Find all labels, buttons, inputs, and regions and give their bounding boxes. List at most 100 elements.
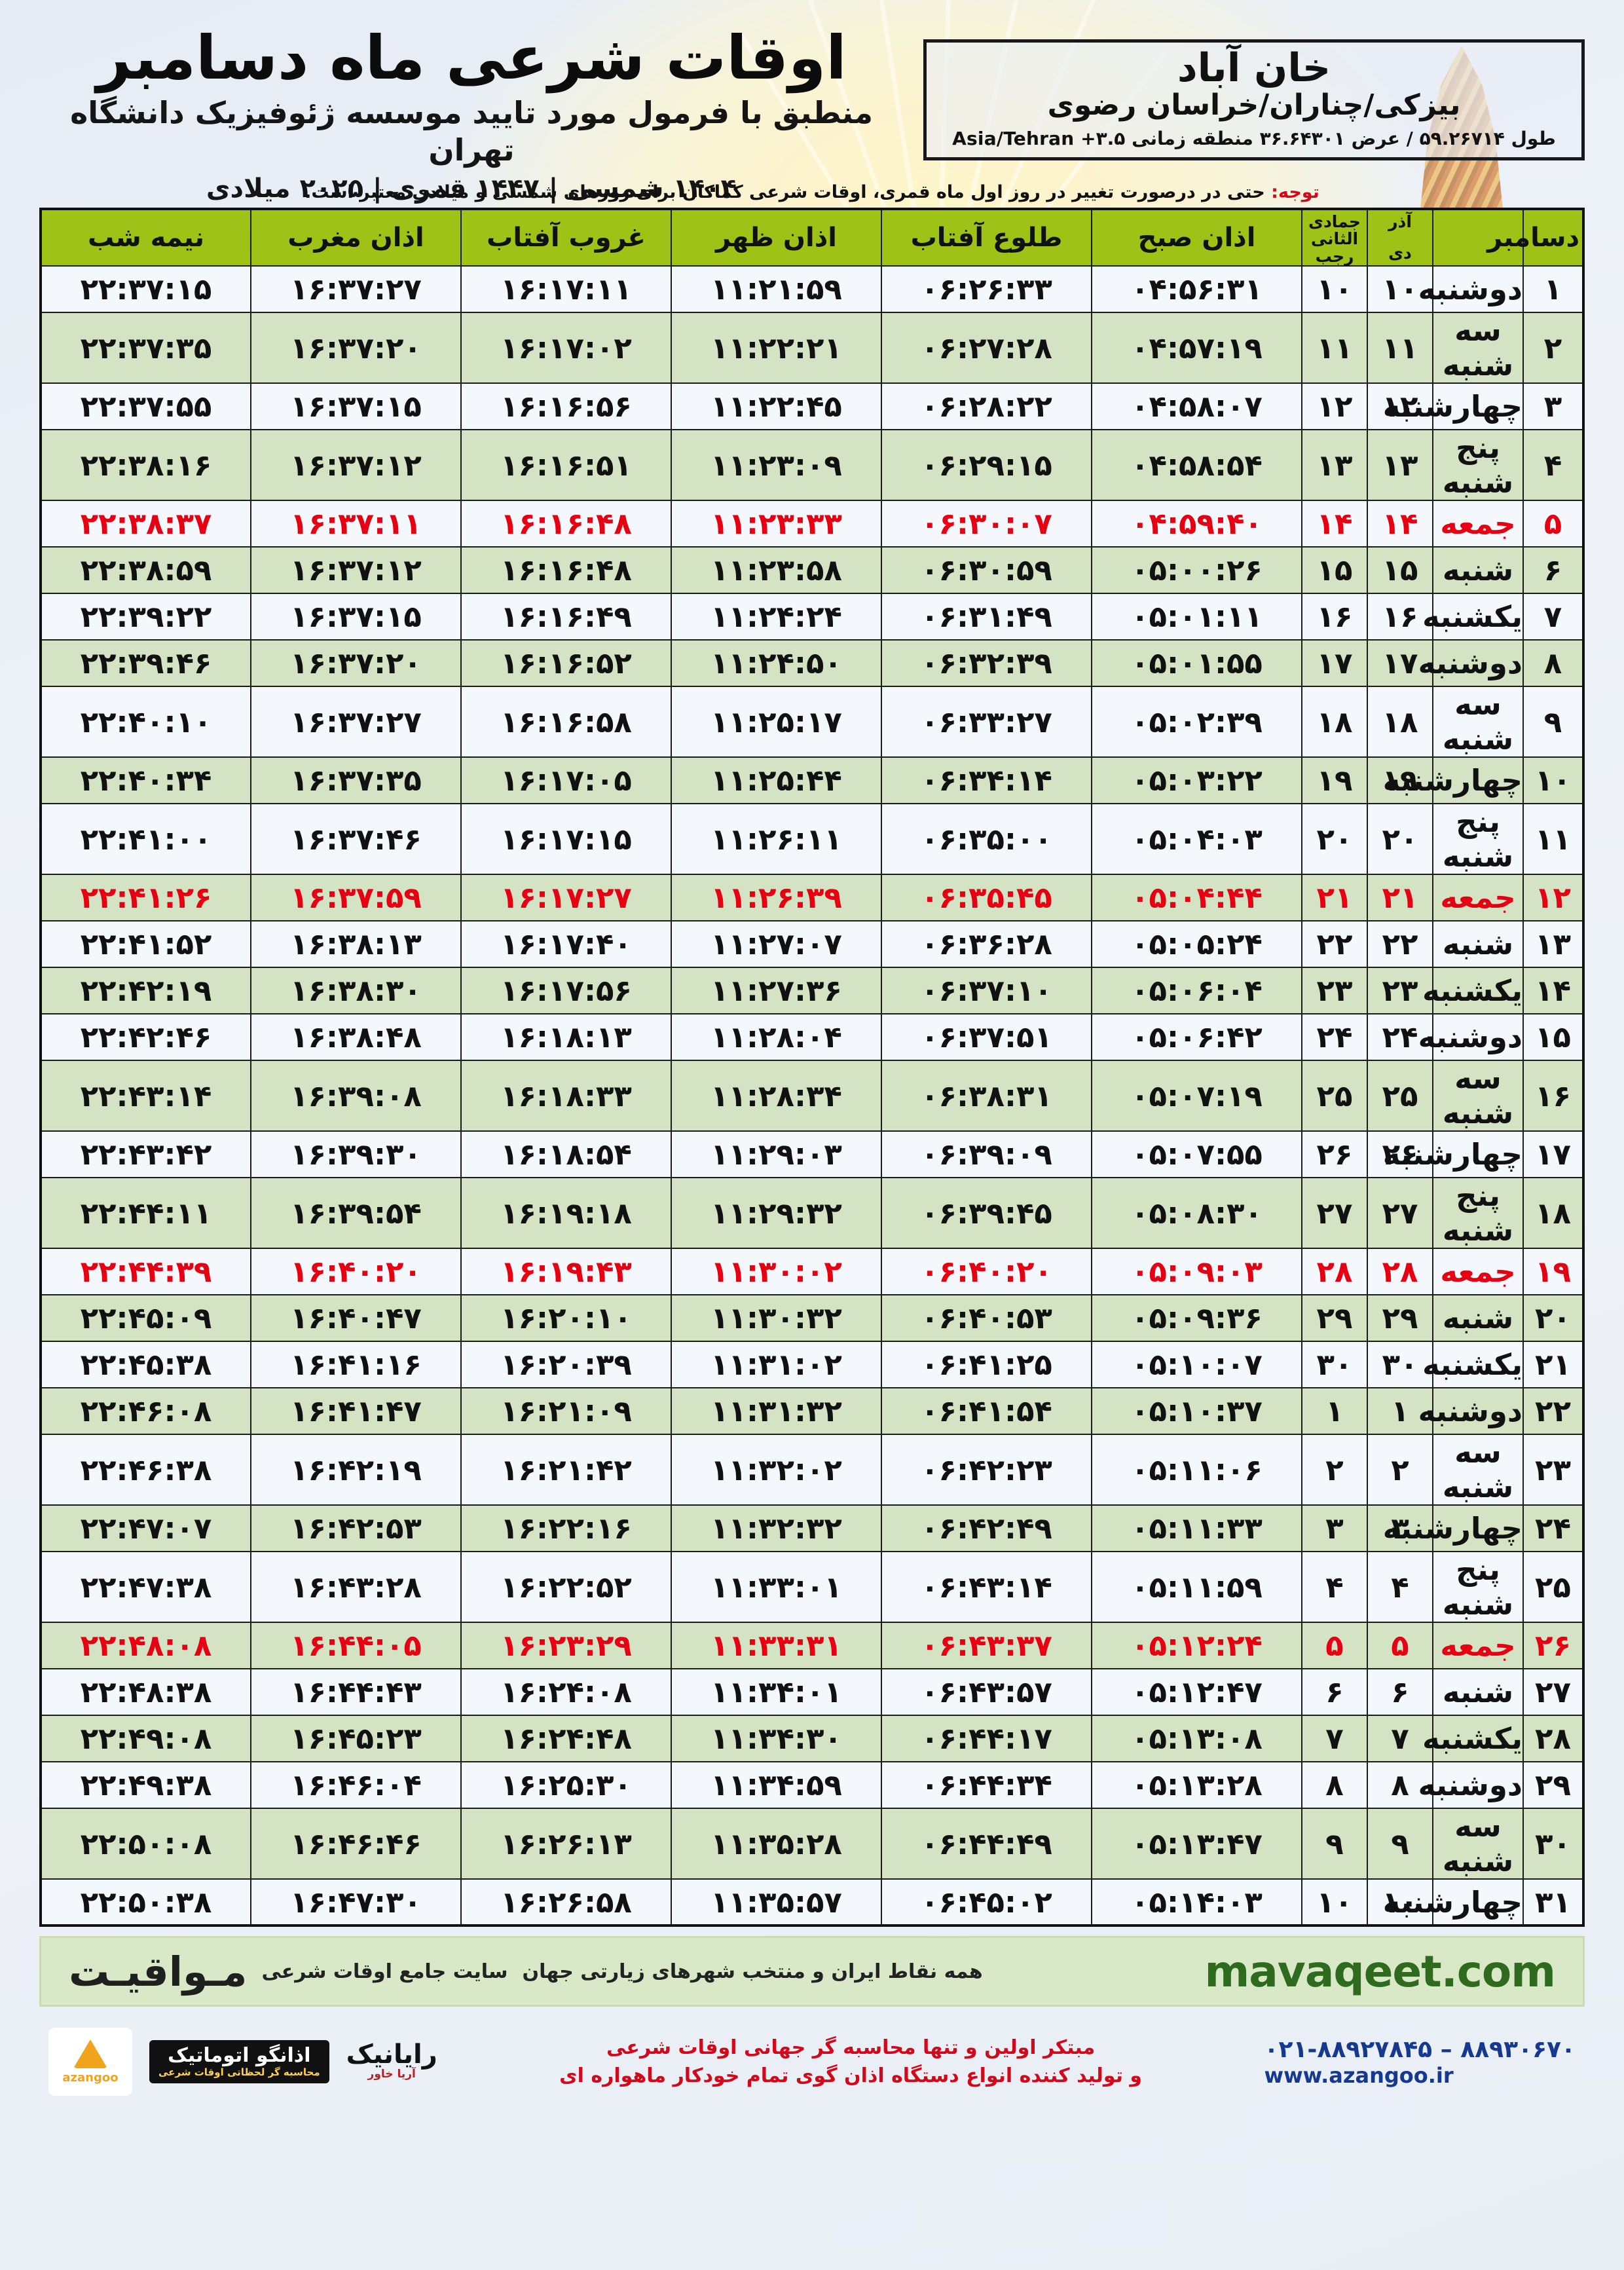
cell-solar-day: ۷ (1367, 1715, 1433, 1762)
cell-gregorian-day: ۱۱ (1522, 803, 1584, 875)
cell-gregorian-day: ۲۲ (1522, 1387, 1584, 1435)
cell-weekday: چهارشنبه (1383, 1130, 1524, 1178)
cell-sunset: ۱۶:۱۶:۴۸ (460, 500, 672, 548)
cell-hijri-day: ۱۰ (1301, 1878, 1368, 1926)
cell-gregorian-day: ۸ (1522, 639, 1584, 687)
cell-dhuhr: ۱۱:۳۴:۰۱ (671, 1668, 882, 1716)
cell-sunrise: ۰۶:۴۳:۱۴ (881, 1551, 1092, 1623)
cell-fajr: ۰۵:۰۹:۳۶ (1091, 1294, 1302, 1342)
cell-weekday: دوشنبه (1418, 265, 1524, 313)
cell-dhuhr: ۱۱:۲۴:۵۰ (671, 639, 882, 687)
footer-line-1: مبتكر اولين و تنها محاسبه گر جهانی اوقات… (606, 2036, 1096, 2059)
cell-gregorian-day: ۴ (1522, 429, 1584, 501)
location-coordinates: طول ۵۹.۲۶۷۱۴ / عرض ۳۶.۶۴۳۰۱ منطقه زمانی … (952, 127, 1556, 149)
cell-gregorian-day: ۲۵ (1522, 1551, 1584, 1623)
cell-sunset: ۱۶:۱۷:۰۲ (460, 312, 672, 384)
cell-gregorian-day: ۱۹ (1522, 1248, 1584, 1295)
cell-midnight: ۲۲:۴۲:۱۹ (40, 967, 251, 1014)
header-gregorian-day: دسامبر (1487, 208, 1584, 267)
cell-solar-day: ۲۵ (1367, 1060, 1433, 1132)
cell-hijri-day: ۱۱ (1301, 312, 1368, 384)
table-row: ۱۸ پنج شنبه ۲۷ ۲۷ ۰۵:۰۸:۳۰ ۰۶:۳۹:۴۵ ۱۱:۲۹:۳۲ ۱۶… (40, 1177, 1584, 1249)
cell-fajr: ۰۴:۵۸:۰۷ (1091, 382, 1302, 430)
table-row: ۲ سه شنبه ۱۱ ۱۱ ۰۴:۵۷:۱۹ ۰۶:۲۷:۲۸ ۱۱:۲۲:۲۱ ۱۶:۱… (40, 312, 1584, 384)
cell-sunrise: ۰۶:۳۰:۰۷ (881, 500, 1092, 548)
cell-sunrise: ۰۶:۴۱:۲۵ (881, 1341, 1092, 1388)
header-maghrib: اذان مغرب (250, 208, 462, 267)
cell-hijri-day: ۱ (1301, 1387, 1368, 1435)
cell-midnight: ۲۲:۴۷:۰۷ (40, 1504, 251, 1552)
cell-hijri-day: ۲ (1301, 1434, 1368, 1506)
cell-gregorian-day: ۲۴ (1522, 1504, 1584, 1552)
cell-maghrib: ۱۶:۴۵:۲۳ (250, 1715, 462, 1762)
cell-gregorian-day: ۱۶ (1522, 1060, 1584, 1132)
cell-midnight: ۲۲:۴۱:۲۶ (40, 874, 251, 921)
cell-solar-day: ۱۴ (1367, 500, 1433, 548)
cell-dhuhr: ۱۱:۳۰:۳۲ (671, 1294, 882, 1342)
cell-solar-day: ۶ (1367, 1668, 1433, 1716)
cell-sunrise: ۰۶:۳۹:۴۵ (881, 1177, 1092, 1249)
cell-fajr: ۰۵:۰۵:۲۴ (1091, 920, 1302, 968)
footer-website[interactable]: www.azangoo.ir (1264, 2062, 1454, 2088)
cell-hijri-day: ۲۵ (1301, 1060, 1368, 1132)
cell-weekday: سه شنبه (1432, 1060, 1524, 1132)
cell-sunset: ۱۶:۱۷:۴۰ (460, 920, 672, 968)
cell-sunrise: ۰۶:۴۴:۱۷ (881, 1715, 1092, 1762)
cell-sunrise: ۰۶:۴۲:۲۳ (881, 1434, 1092, 1506)
cell-dhuhr: ۱۱:۲۵:۴۴ (671, 756, 882, 804)
promo-site-url[interactable]: mavaqeet.com (1204, 1946, 1556, 1997)
cell-fajr: ۰۵:۱۰:۳۷ (1091, 1387, 1302, 1435)
cell-sunrise: ۰۶:۲۸:۲۲ (881, 382, 1092, 430)
cell-maghrib: ۱۶:۴۶:۴۶ (250, 1808, 462, 1880)
azangoo-flame-logo: azangoo (48, 2028, 132, 2096)
cell-fajr: ۰۵:۰۶:۰۴ (1091, 967, 1302, 1014)
cell-midnight: ۲۲:۳۷:۵۵ (40, 382, 251, 430)
cell-sunrise: ۰۶:۲۷:۲۸ (881, 312, 1092, 384)
cell-solar-day: ۵ (1367, 1622, 1433, 1669)
cell-sunrise: ۰۶:۴۱:۵۴ (881, 1387, 1092, 1435)
table-row: ۲۶ جمعه ۵ ۵ ۰۵:۱۲:۲۴ ۰۶:۴۳:۳۷ ۱۱:۳۳:۳۱ ۱۶:۲۳:۲۹… (40, 1622, 1584, 1669)
cell-dhuhr: ۱۱:۲۴:۲۴ (671, 593, 882, 641)
cell-hijri-day: ۱۷ (1301, 639, 1368, 687)
cell-sunset: ۱۶:۱۶:۴۸ (460, 546, 672, 594)
cell-hijri-day: ۳ (1301, 1504, 1368, 1552)
cell-dhuhr: ۱۱:۲۷:۰۷ (671, 920, 882, 968)
cell-solar-day: ۱۷ (1367, 639, 1433, 687)
table-row: ۲۰ شنبه ۲۹ ۲۹ ۰۵:۰۹:۳۶ ۰۶:۴۰:۵۳ ۱۱:۳۰:۳۲ ۱۶:۲۰:… (40, 1294, 1584, 1342)
cell-gregorian-day: ۱۸ (1522, 1177, 1584, 1249)
cell-dhuhr: ۱۱:۳۴:۳۰ (671, 1715, 882, 1762)
cell-hijri-day: ۹ (1301, 1808, 1368, 1880)
cell-hijri-day: ۱۰ (1301, 265, 1368, 313)
table-row: ۱۵ دوشنبه ۲۴ ۲۴ ۰۵:۰۶:۴۲ ۰۶:۳۷:۵۱ ۱۱:۲۸:۰۴ ۱۶:۱… (40, 1013, 1584, 1061)
promo-brand-name: مـواقیـت (69, 1947, 248, 1996)
cell-fajr: ۰۵:۱۲:۲۴ (1091, 1622, 1302, 1669)
page-footer: ۰۲۱-۸۸۹۲۷۸۴۵ – ۸۸۹۳۰۶۷۰ www.azangoo.ir م… (39, 2019, 1585, 2105)
cell-gregorian-day: ۱۳ (1522, 920, 1584, 968)
cell-fajr: ۰۴:۵۶:۳۱ (1091, 265, 1302, 313)
calendar-years: ۱۴۰۴ شمسی | ۱۴۴۷ قمری | ۲۰۲۵ میلادی (206, 173, 737, 204)
cell-weekday: پنج شنبه (1432, 803, 1524, 875)
cell-weekday: سه شنبه (1432, 686, 1524, 758)
azangoo-logo-sub: محاسبه گر لحظاتی اوقات شرعی (158, 2066, 320, 2078)
table-row: ۲۵ پنج شنبه ۴ ۴ ۰۵:۱۱:۵۹ ۰۶:۴۳:۱۴ ۱۱:۳۳:۰۱ ۱۶:۲… (40, 1551, 1584, 1623)
prayer-times-table: دسامبر آذر دی جمادی الثانی رجب اذان صبح … (39, 208, 1585, 1927)
cell-midnight: ۲۲:۴۹:۳۸ (40, 1761, 251, 1809)
note-text: حتی در درصورت تغییر در روز اول ماه قمری،… (304, 182, 1265, 202)
cell-weekday: سه شنبه (1432, 1434, 1524, 1506)
azangoo-text-logo: اذانگو اتوماتیک محاسبه گر لحظاتی اوقات ش… (149, 2040, 329, 2083)
cell-hijri-day: ۶ (1301, 1668, 1368, 1716)
cell-hijri-day: ۵ (1301, 1622, 1368, 1669)
promo-brand-tagline: سایت جامع اوقات شرعی (261, 1960, 508, 1983)
cell-dhuhr: ۱۱:۳۳:۳۱ (671, 1622, 882, 1669)
cell-weekday: چهارشنبه (1383, 1504, 1524, 1552)
header-hijri-bottom: رجب (1315, 246, 1354, 266)
header-hijri-top: جمادی الثانی (1308, 212, 1361, 249)
location-box: خان آباد بیزکی/چناران/خراسان رضوی طول ۵۹… (923, 39, 1585, 160)
cell-solar-day: ۲۲ (1367, 920, 1433, 968)
promo-slogan: همه نقاط ایران و منتخب شهرهای زیارتی جها… (522, 1960, 983, 1983)
cell-solar-day: ۲۰ (1367, 803, 1433, 875)
cell-weekday: چهارشنبه (1383, 1878, 1524, 1926)
cell-solar-day: ۲۳ (1367, 967, 1433, 1014)
cell-fajr: ۰۵:۱۱:۵۹ (1091, 1551, 1302, 1623)
cell-fajr: ۰۵:۰۷:۵۵ (1091, 1130, 1302, 1178)
